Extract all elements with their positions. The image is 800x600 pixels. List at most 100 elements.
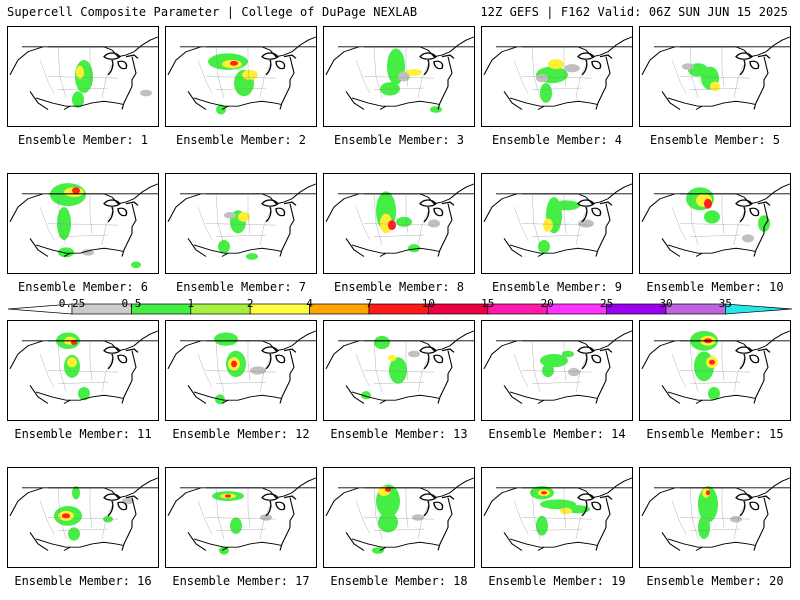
map-boundaries xyxy=(641,330,790,404)
scp-contour xyxy=(704,198,712,209)
scp-contour xyxy=(428,219,440,228)
scp-contour xyxy=(260,514,272,521)
colorbar-tick-label: 25 xyxy=(599,297,614,310)
scp-contour xyxy=(224,211,236,219)
map-canvas xyxy=(483,36,632,110)
map-canvas xyxy=(483,330,632,404)
member-label: Ensemble Member: 16 xyxy=(14,574,152,588)
scp-contour xyxy=(131,261,141,269)
scp-contour xyxy=(76,65,84,79)
scp-contour xyxy=(566,505,590,514)
member-label: Ensemble Member: 4 xyxy=(491,133,623,147)
colorbar-tick-label: 15 xyxy=(481,297,495,310)
scp-contour xyxy=(709,359,715,365)
map-canvas xyxy=(167,36,316,115)
member-label: Ensemble Member: 17 xyxy=(172,574,310,588)
scp-contour xyxy=(58,247,74,258)
member-label: Ensemble Member: 13 xyxy=(330,427,468,441)
map-canvas xyxy=(641,330,790,404)
map-panel-member-13 xyxy=(323,320,475,421)
member-label: Ensemble Member: 18 xyxy=(330,574,468,588)
scp-contour xyxy=(412,514,424,521)
scp-contour xyxy=(230,60,238,66)
map-boundaries xyxy=(483,36,632,110)
colorbar-segment xyxy=(368,303,429,315)
colorbar-segment xyxy=(428,303,489,315)
member-label: Ensemble Member: 11 xyxy=(14,427,152,441)
scp-contour xyxy=(562,350,574,358)
scp-contour xyxy=(389,357,407,384)
scp-contour xyxy=(122,497,134,505)
map-canvas xyxy=(325,330,474,404)
member-label: Ensemble Member: 7 xyxy=(175,280,307,294)
member-label: Ensemble Member: 2 xyxy=(175,133,307,147)
scp-contour xyxy=(380,82,400,96)
colorbar-tick-label: 30 xyxy=(659,297,673,310)
colorbar-segment xyxy=(309,303,370,315)
scp-contour xyxy=(225,494,231,498)
member-label: Ensemble Member: 1 xyxy=(17,133,149,147)
chart-title: Supercell Composite Parameter | College … xyxy=(7,5,418,19)
scp-contour xyxy=(540,354,568,368)
map-panel-member-10 xyxy=(639,173,791,274)
colorbar-tick-label: 0.5 xyxy=(121,297,142,310)
member-label: Ensemble Member: 10 xyxy=(646,280,784,294)
map-boundaries xyxy=(483,330,632,404)
map-canvas xyxy=(483,477,632,551)
scp-contour xyxy=(140,89,152,97)
map-panel-member-20 xyxy=(639,467,791,568)
scp-contour xyxy=(218,240,230,254)
scp-contour xyxy=(536,74,548,83)
member-label: Ensemble Member: 3 xyxy=(333,133,465,147)
map-boundaries xyxy=(167,183,316,257)
colorbar xyxy=(8,303,792,315)
scp-contour xyxy=(542,363,554,378)
map-panel-member-9 xyxy=(481,173,633,274)
member-label: Ensemble Member: 14 xyxy=(488,427,626,441)
scp-contour xyxy=(238,211,250,222)
member-label: Ensemble Member: 6 xyxy=(17,280,149,294)
map-boundaries xyxy=(483,477,632,551)
map-canvas xyxy=(167,330,316,405)
map-canvas xyxy=(641,477,790,551)
scp-contour xyxy=(82,249,94,256)
map-boundaries xyxy=(167,36,316,110)
scp-contour xyxy=(710,81,720,92)
member-label: Ensemble Member: 8 xyxy=(333,280,465,294)
scp-contour xyxy=(578,219,594,228)
map-boundaries xyxy=(325,36,474,110)
map-boundaries xyxy=(325,477,474,551)
colorbar-tick-label: 35 xyxy=(718,297,733,310)
scp-contour xyxy=(378,512,398,533)
scp-contour xyxy=(388,220,396,231)
colorbar-tick-label: 7 xyxy=(365,297,373,310)
map-boundaries xyxy=(641,477,790,551)
map-boundaries xyxy=(483,183,632,257)
map-canvas xyxy=(167,183,316,260)
map-panel-member-3 xyxy=(323,26,475,127)
map-panel-member-5 xyxy=(639,26,791,127)
map-panel-member-6 xyxy=(7,173,159,274)
scp-contour xyxy=(72,187,80,194)
scp-contour xyxy=(706,490,710,496)
map-canvas xyxy=(325,36,474,113)
colorbar-high-extension xyxy=(725,303,792,315)
map-panel-member-12 xyxy=(165,320,317,421)
member-label: Ensemble Member: 5 xyxy=(649,133,781,147)
scp-contour xyxy=(742,234,754,243)
map-boundaries xyxy=(9,330,158,404)
scp-contour xyxy=(250,366,266,375)
colorbar-tick-label: 0.25 xyxy=(58,297,86,310)
map-boundaries xyxy=(641,36,790,110)
map-canvas xyxy=(167,477,316,555)
map-panel-member-1 xyxy=(7,26,159,127)
colorbar-segment xyxy=(546,303,607,315)
map-boundaries xyxy=(9,477,158,551)
map-panel-member-19 xyxy=(481,467,633,568)
map-panel-member-8 xyxy=(323,173,475,274)
scp-contour xyxy=(388,354,396,362)
scp-contour xyxy=(568,368,580,377)
colorbar-segment xyxy=(249,303,310,315)
map-panel-member-7 xyxy=(165,173,317,274)
scp-contour xyxy=(72,91,84,108)
